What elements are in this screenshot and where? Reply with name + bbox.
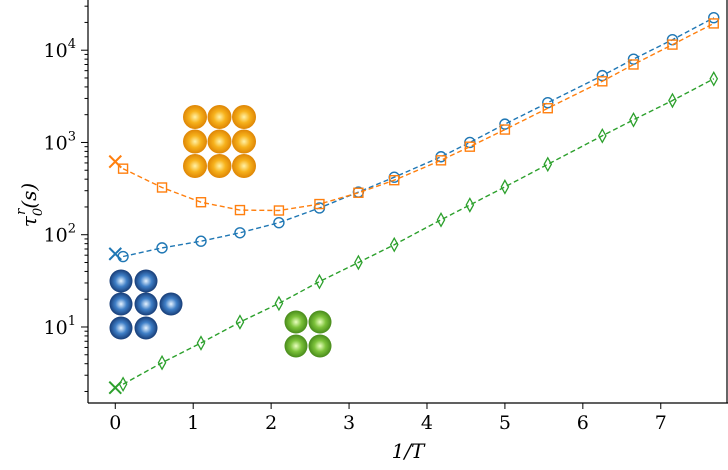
series-0 bbox=[108, 12, 720, 263]
y-axis-label-base: τ bbox=[17, 215, 41, 227]
y-tick-label: 101 bbox=[44, 314, 76, 339]
data-point bbox=[627, 53, 640, 65]
x-tick-label: 2 bbox=[265, 412, 277, 434]
x-tick-label: 1 bbox=[187, 412, 199, 434]
y-tick-label: 104 bbox=[44, 37, 76, 62]
data-point bbox=[273, 216, 285, 229]
data-point bbox=[597, 127, 607, 144]
data-point bbox=[543, 156, 553, 173]
y-tick-label: 103 bbox=[44, 129, 76, 154]
data-point bbox=[465, 197, 475, 213]
data-point bbox=[195, 197, 207, 208]
series-line bbox=[122, 17, 715, 258]
data-point bbox=[117, 250, 129, 263]
data-point bbox=[314, 198, 325, 210]
data-point bbox=[156, 182, 168, 193]
data-point bbox=[196, 335, 206, 351]
data-point bbox=[274, 295, 284, 312]
sphere bbox=[109, 316, 133, 340]
x-tick-label: 7 bbox=[655, 412, 667, 434]
data-point bbox=[157, 354, 167, 371]
sphere bbox=[183, 105, 207, 129]
sphere bbox=[207, 129, 232, 154]
data-point bbox=[235, 314, 245, 330]
data-point bbox=[435, 155, 447, 166]
data-point bbox=[500, 179, 510, 195]
x-tick-label: 0 bbox=[109, 412, 121, 434]
series-line bbox=[122, 22, 715, 212]
extrapolated-point bbox=[108, 154, 122, 169]
y-axis-label-tail: (s) bbox=[17, 183, 41, 209]
sphere bbox=[232, 154, 256, 178]
series-1 bbox=[108, 18, 719, 216]
data-point bbox=[708, 18, 719, 29]
sphere bbox=[232, 105, 256, 129]
data-point bbox=[118, 376, 128, 393]
data-point bbox=[464, 141, 476, 152]
data-point bbox=[668, 92, 677, 109]
inset-layer bbox=[109, 105, 332, 358]
sphere bbox=[183, 154, 207, 178]
data-point bbox=[629, 111, 638, 128]
y-ticks: 101 102 103 104 bbox=[44, 5, 88, 392]
x-tick-label: 6 bbox=[577, 412, 589, 434]
blue-sphere-cluster bbox=[109, 269, 183, 340]
sphere bbox=[308, 334, 332, 358]
y-tick-label: 102 bbox=[44, 222, 76, 247]
data-point bbox=[273, 205, 285, 216]
y-axis-label-sub: 0 bbox=[31, 208, 46, 216]
data-point bbox=[389, 236, 399, 253]
data-point bbox=[436, 211, 446, 228]
sphere bbox=[109, 269, 133, 293]
sphere bbox=[183, 129, 207, 154]
svg-text:τ0r(s): τ0r(s) bbox=[14, 183, 46, 227]
sphere bbox=[134, 269, 158, 293]
x-ticks: 0 1 2 3 4 5 6 7 bbox=[109, 403, 667, 434]
data-point bbox=[708, 12, 720, 24]
x-tick-label: 5 bbox=[499, 412, 511, 434]
extrapolated-point bbox=[108, 380, 122, 395]
sphere bbox=[159, 292, 183, 316]
data-point bbox=[156, 242, 168, 254]
sphere bbox=[134, 292, 158, 316]
plot-area bbox=[108, 12, 720, 395]
data-point bbox=[542, 96, 554, 109]
data-point bbox=[597, 76, 608, 87]
sphere bbox=[207, 154, 232, 178]
data-point bbox=[499, 124, 511, 135]
sphere bbox=[134, 316, 158, 340]
data-point bbox=[499, 118, 511, 130]
data-point bbox=[315, 273, 324, 290]
data-point bbox=[354, 254, 363, 271]
y-axis-label-sup: r bbox=[14, 208, 29, 215]
sphere bbox=[207, 105, 232, 129]
data-point bbox=[117, 163, 129, 174]
data-point bbox=[195, 235, 207, 247]
series-layer bbox=[108, 12, 720, 395]
data-point bbox=[709, 70, 719, 87]
series-line bbox=[122, 78, 715, 385]
sphere bbox=[284, 310, 308, 334]
x-tick-label: 4 bbox=[421, 412, 433, 434]
extrapolated-point bbox=[108, 247, 122, 261]
sphere bbox=[109, 292, 133, 316]
data-point bbox=[353, 187, 364, 198]
data-point bbox=[389, 174, 400, 186]
sphere bbox=[308, 310, 332, 334]
x-axis-label: 1/T bbox=[392, 439, 426, 463]
data-point bbox=[628, 59, 639, 70]
sphere bbox=[232, 129, 256, 154]
y-axis-label: τ0r(s) bbox=[14, 183, 46, 227]
data-point bbox=[542, 103, 553, 114]
orange-sphere-cluster bbox=[183, 105, 256, 178]
green-sphere-cluster bbox=[284, 310, 332, 358]
data-point bbox=[234, 204, 246, 216]
data-point bbox=[667, 39, 678, 50]
series-2 bbox=[108, 70, 719, 395]
data-point bbox=[435, 151, 447, 163]
x-tick-label: 3 bbox=[343, 412, 355, 434]
sphere bbox=[284, 334, 308, 358]
data-point bbox=[234, 227, 246, 239]
